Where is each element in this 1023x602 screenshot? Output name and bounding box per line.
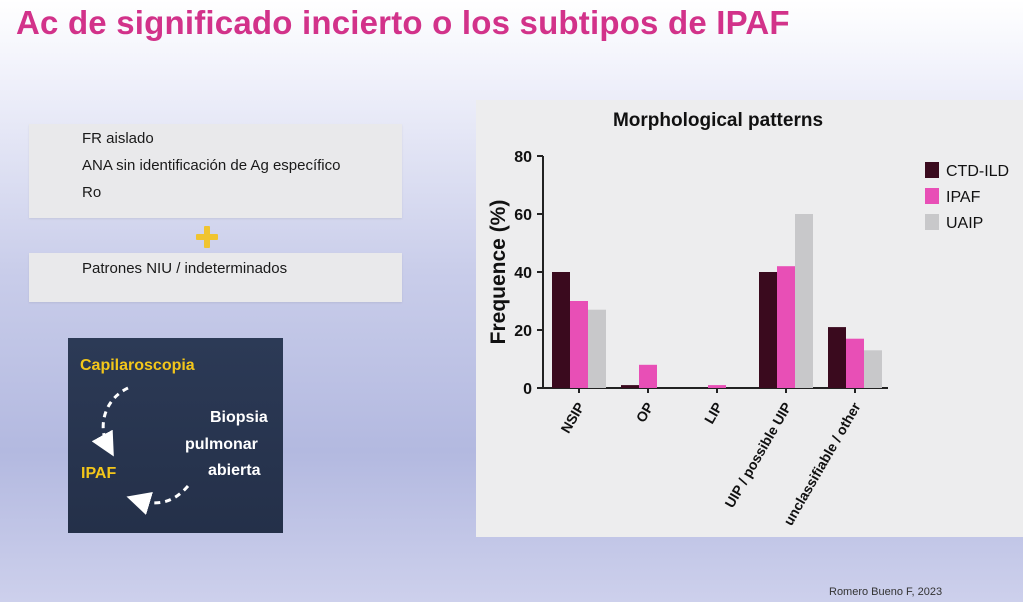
bar-ctd-ild bbox=[621, 385, 639, 388]
criteria-line-ro: Ro bbox=[82, 184, 102, 201]
flow-capilaroscopia: Capilaroscopia bbox=[80, 357, 195, 374]
curved-arrow-down-icon bbox=[91, 386, 129, 457]
bar-uaip bbox=[588, 309, 606, 388]
bar-ctd-ild bbox=[828, 327, 846, 388]
bar-ipaf bbox=[777, 266, 795, 388]
y-tick-label: 0 bbox=[523, 381, 532, 398]
legend-swatch bbox=[925, 214, 939, 230]
bar-ipaf bbox=[846, 338, 864, 388]
legend-label: IPAF bbox=[946, 189, 981, 206]
y-tick-label: 40 bbox=[514, 265, 532, 282]
criteria-line-ana: ANA sin identificación de Ag específico bbox=[82, 157, 341, 174]
x-tick-label: LIP bbox=[701, 400, 726, 427]
criteria-line-fr: FR aislado bbox=[82, 130, 154, 147]
y-axis-label: Frequence (%) bbox=[487, 200, 510, 345]
chart-title: Morphological patterns bbox=[613, 110, 823, 131]
flow-ipaf: IPAF bbox=[81, 465, 117, 482]
legend-label: CTD-ILD bbox=[946, 163, 1009, 180]
x-tick-label: OP bbox=[633, 400, 657, 426]
bar-uaip bbox=[795, 214, 813, 388]
diagnosis-flow-panel: Capilaroscopia Biopsia pulmonar abierta … bbox=[68, 338, 283, 533]
x-tick-label: NSIP bbox=[557, 400, 587, 436]
criteria-box: FR aislado ANA sin identificación de Ag … bbox=[29, 124, 402, 218]
legend-swatch bbox=[925, 188, 939, 204]
chart-panel: Morphological patterns Frequence (%) 0 20 40… bbox=[476, 100, 1023, 537]
bar-ipaf bbox=[570, 301, 588, 388]
legend-swatch bbox=[925, 162, 939, 178]
bar-ipaf bbox=[639, 364, 657, 388]
x-tick-label: UIP / possible UIP bbox=[721, 400, 794, 511]
flow-arrows bbox=[91, 386, 190, 515]
curved-arrow-left-icon bbox=[126, 484, 190, 515]
bar-ctd-ild bbox=[759, 272, 777, 388]
pattern-line: Patrones NIU / indeterminados bbox=[82, 260, 288, 277]
slide-title: Ac de significado incierto o los subtipo… bbox=[16, 4, 790, 41]
legend-label: UAIP bbox=[946, 215, 983, 232]
plus-icon bbox=[196, 226, 218, 248]
y-tick-label: 80 bbox=[514, 149, 532, 166]
flow-biopsia-2: pulmonar bbox=[185, 436, 258, 453]
y-tick-label: 60 bbox=[514, 207, 532, 224]
x-tick-label: unclassifiable / other bbox=[780, 399, 864, 528]
bar-ctd-ild bbox=[552, 272, 570, 388]
flow-biopsia-3: abierta bbox=[208, 462, 261, 479]
flow-biopsia-1: Biopsia bbox=[210, 409, 268, 426]
bar-ipaf bbox=[708, 385, 726, 388]
citation: Romero Bueno F, 2023 bbox=[829, 586, 943, 598]
bar-uaip bbox=[864, 350, 882, 388]
bar-chart: Morphological patterns Frequence (%) 0 20 40… bbox=[487, 110, 1009, 528]
pattern-box: Patrones NIU / indeterminados bbox=[29, 253, 402, 302]
y-tick-label: 20 bbox=[514, 323, 532, 340]
